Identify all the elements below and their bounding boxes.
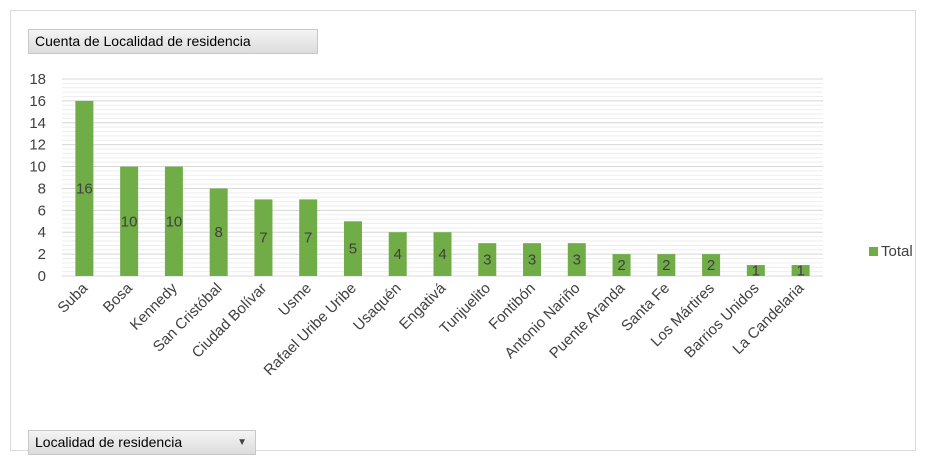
value-field-button[interactable]: Cuenta de Localidad de residencia (28, 29, 318, 54)
y-tick-label: 10 (29, 159, 46, 176)
data-label: 4 (394, 246, 402, 263)
bar[interactable] (746, 265, 765, 276)
x-tick-label: Usme (275, 280, 315, 320)
axis-field-button[interactable]: Localidad de residencia ▼ (28, 430, 256, 455)
bar[interactable] (657, 254, 676, 276)
bar[interactable] (388, 232, 407, 276)
bar[interactable] (523, 243, 542, 276)
bar[interactable] (612, 254, 631, 276)
y-tick-label: 14 (29, 115, 46, 132)
data-label: 4 (438, 246, 446, 263)
gridlines (62, 78, 823, 277)
y-tick-label: 6 (38, 202, 46, 219)
data-label: 10 (121, 213, 138, 230)
bar[interactable] (254, 199, 273, 276)
bar[interactable] (702, 254, 721, 276)
y-tick-label: 12 (29, 137, 46, 154)
bars: 16 10 10 8 7 7 5 4 4 3 3 3 2 2 2 1 1 (75, 100, 810, 280)
data-label: 8 (215, 224, 223, 241)
data-label: 1 (752, 263, 760, 280)
data-label: 3 (528, 252, 536, 269)
data-label: 7 (259, 230, 267, 247)
legend-swatch (869, 247, 878, 256)
x-tick-label: Usaquén (350, 280, 404, 334)
y-axis: 0 2 4 6 8 10 12 14 16 18 (29, 71, 46, 285)
data-label: 7 (304, 230, 312, 247)
data-label: 1 (796, 263, 804, 280)
data-label: 10 (166, 213, 183, 230)
bar[interactable] (75, 100, 94, 276)
y-tick-label: 16 (29, 93, 46, 110)
bar[interactable] (433, 232, 452, 276)
y-tick-label: 4 (38, 224, 46, 241)
data-label: 2 (662, 257, 670, 274)
data-label: 3 (573, 252, 581, 269)
data-label: 2 (617, 257, 625, 274)
bar[interactable] (343, 221, 362, 276)
y-tick-label: 8 (38, 180, 46, 197)
legend[interactable]: Total (869, 243, 913, 260)
data-label: 16 (76, 180, 93, 197)
y-tick-label: 18 (29, 71, 46, 88)
bar[interactable] (299, 199, 318, 276)
y-tick-label: 0 (38, 268, 46, 285)
bar[interactable] (120, 166, 139, 276)
bar[interactable] (567, 243, 586, 276)
x-tick-label: Bosa (100, 279, 137, 316)
data-label: 5 (349, 241, 357, 258)
dropdown-arrow-icon[interactable]: ▼ (237, 437, 247, 448)
data-label: 3 (483, 252, 491, 269)
bar[interactable] (791, 265, 810, 276)
y-tick-label: 2 (38, 246, 46, 263)
bar[interactable] (164, 166, 183, 276)
x-tick-label: Suba (54, 279, 91, 316)
legend-label: Total (881, 243, 913, 260)
bar[interactable] (209, 188, 228, 276)
data-label: 2 (707, 257, 715, 274)
bar[interactable] (478, 243, 497, 276)
value-field-label: Cuenta de Localidad de residencia (35, 33, 251, 49)
axis-field-label: Localidad de residencia (35, 434, 183, 450)
